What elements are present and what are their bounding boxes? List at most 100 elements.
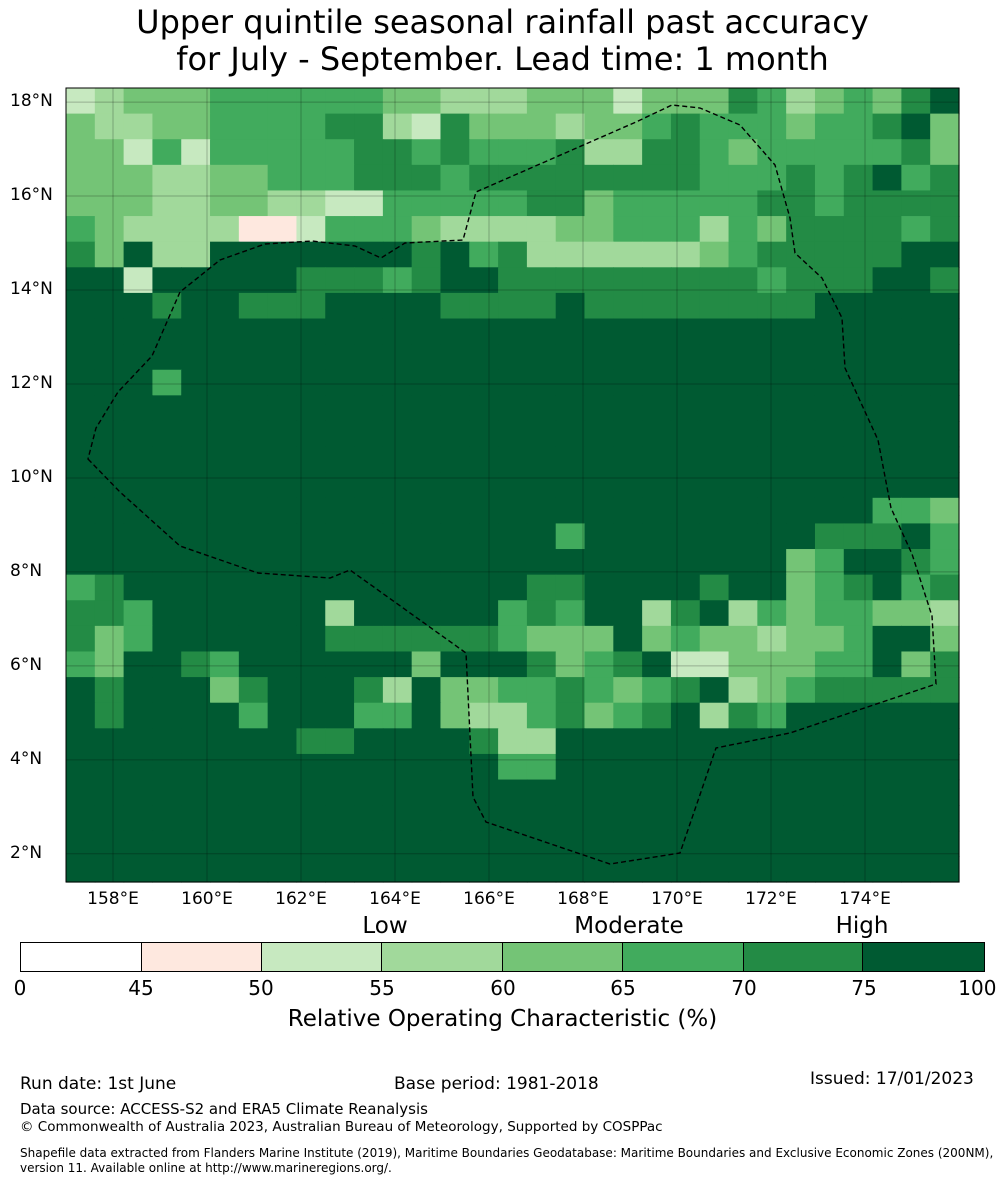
- roc-grid-cell: [411, 446, 442, 473]
- roc-grid-cell: [584, 292, 614, 320]
- roc-grid-cell: [555, 292, 586, 320]
- roc-grid-cell: [901, 600, 931, 627]
- roc-grid-cell: [642, 113, 672, 140]
- roc-grid-cell: [555, 549, 586, 576]
- roc-grid-cell: [526, 216, 557, 243]
- roc-grid-cell: [325, 651, 355, 678]
- roc-grid-cell: [584, 549, 614, 576]
- roc-grid-cell: [94, 113, 125, 140]
- roc-grid-cell: [901, 267, 931, 294]
- roc-grid-cell: [728, 830, 758, 857]
- roc-grid-cell: [786, 318, 816, 345]
- roc-grid-cell: [354, 830, 384, 857]
- roc-grid-cell: [354, 318, 384, 345]
- roc-grid-cell: [411, 164, 442, 192]
- roc-grid-cell: [411, 344, 442, 371]
- roc-grid-cell: [469, 267, 499, 294]
- roc-grid-cell: [382, 805, 413, 832]
- roc-grid-cell: [411, 523, 442, 550]
- roc-grid-cell: [469, 318, 499, 345]
- roc-grid-cell: [930, 856, 960, 883]
- roc-grid-cell: [94, 549, 125, 576]
- roc-grid-cell: [757, 779, 787, 806]
- roc-grid-cell: [699, 318, 730, 345]
- roc-grid-cell: [66, 523, 96, 550]
- roc-grid-cell: [66, 164, 96, 192]
- roc-grid-cell: [267, 139, 298, 166]
- roc-grid-cell: [728, 164, 758, 192]
- roc-grid-cell: [814, 728, 845, 755]
- roc-grid-cell: [411, 241, 442, 268]
- roc-grid-cell: [757, 420, 787, 448]
- latitude-label: 16°N: [10, 185, 53, 206]
- roc-grid-cell: [382, 420, 413, 448]
- roc-grid-cell: [210, 164, 240, 192]
- roc-grid-cell: [66, 395, 96, 422]
- roc-grid-cell: [642, 472, 672, 499]
- roc-grid-cell: [210, 702, 240, 729]
- roc-grid-cell: [123, 523, 154, 550]
- roc-grid-cell: [66, 420, 96, 448]
- roc-grid-cell: [670, 446, 701, 473]
- roc-grid-cell: [440, 549, 470, 576]
- issued-date: Issued: 17/01/2023: [810, 1069, 974, 1089]
- roc-grid-cell: [411, 549, 442, 576]
- roc-grid-cell: [699, 344, 730, 371]
- roc-grid-cell: [613, 728, 643, 755]
- roc-grid-cell: [66, 497, 96, 525]
- roc-grid-cell: [123, 702, 154, 729]
- roc-grid-cell: [872, 344, 902, 371]
- roc-grid-cell: [728, 677, 758, 704]
- roc-grid-cell: [382, 344, 413, 371]
- roc-grid-cell: [901, 497, 931, 525]
- roc-grid-cell: [296, 523, 326, 550]
- roc-grid-cell: [843, 216, 874, 243]
- roc-grid-cell: [354, 190, 384, 217]
- roc-grid-cell: [440, 139, 470, 166]
- roc-grid-cell: [498, 779, 528, 806]
- roc-grid-cell: [411, 216, 442, 243]
- roc-grid-cell: [296, 625, 326, 653]
- roc-grid-cell: [354, 856, 384, 883]
- roc-grid-cell: [354, 805, 384, 832]
- roc-grid-cell: [123, 164, 154, 192]
- roc-grid-cell: [152, 856, 182, 883]
- roc-grid-cell: [728, 651, 758, 678]
- roc-grid-cell: [267, 523, 298, 550]
- roc-grid-cell: [152, 344, 182, 371]
- roc-grid-cell: [814, 446, 845, 473]
- roc-grid-cell: [411, 420, 442, 448]
- roc-grid-cell: [930, 369, 960, 396]
- roc-grid-cell: [66, 625, 96, 653]
- roc-grid-cell: [354, 549, 384, 576]
- roc-grid-cell: [526, 318, 557, 345]
- roc-grid-cell: [498, 395, 528, 422]
- roc-grid-cell: [152, 267, 182, 294]
- roc-grid-cell: [440, 164, 470, 192]
- roc-grid-cell: [642, 241, 672, 268]
- roc-grid-cell: [123, 190, 154, 217]
- roc-grid-cell: [469, 574, 499, 601]
- roc-grid-cell: [843, 139, 874, 166]
- roc-grid-cell: [238, 651, 269, 678]
- roc-grid-cell: [757, 549, 787, 576]
- roc-grid-cell: [526, 549, 557, 576]
- roc-grid-cell: [238, 574, 269, 601]
- roc-grid-cell: [757, 523, 787, 550]
- roc-grid-cell: [123, 830, 154, 857]
- roc-grid-cell: [94, 497, 125, 525]
- colorbar-segment-60-65: [503, 943, 623, 971]
- roc-grid-cell: [872, 369, 902, 396]
- roc-grid-cell: [66, 369, 96, 396]
- roc-grid-cell: [613, 164, 643, 192]
- roc-grid-cell: [757, 292, 787, 320]
- roc-grid-cell: [94, 472, 125, 499]
- roc-grid-cell: [584, 395, 614, 422]
- roc-grid-cell: [267, 702, 298, 729]
- roc-grid-cell: [123, 805, 154, 832]
- roc-grid-cell: [354, 420, 384, 448]
- roc-grid-cell: [555, 420, 586, 448]
- colorbar-tick: 100: [958, 976, 997, 1000]
- roc-grid-cell: [670, 856, 701, 883]
- roc-grid-cell: [843, 753, 874, 781]
